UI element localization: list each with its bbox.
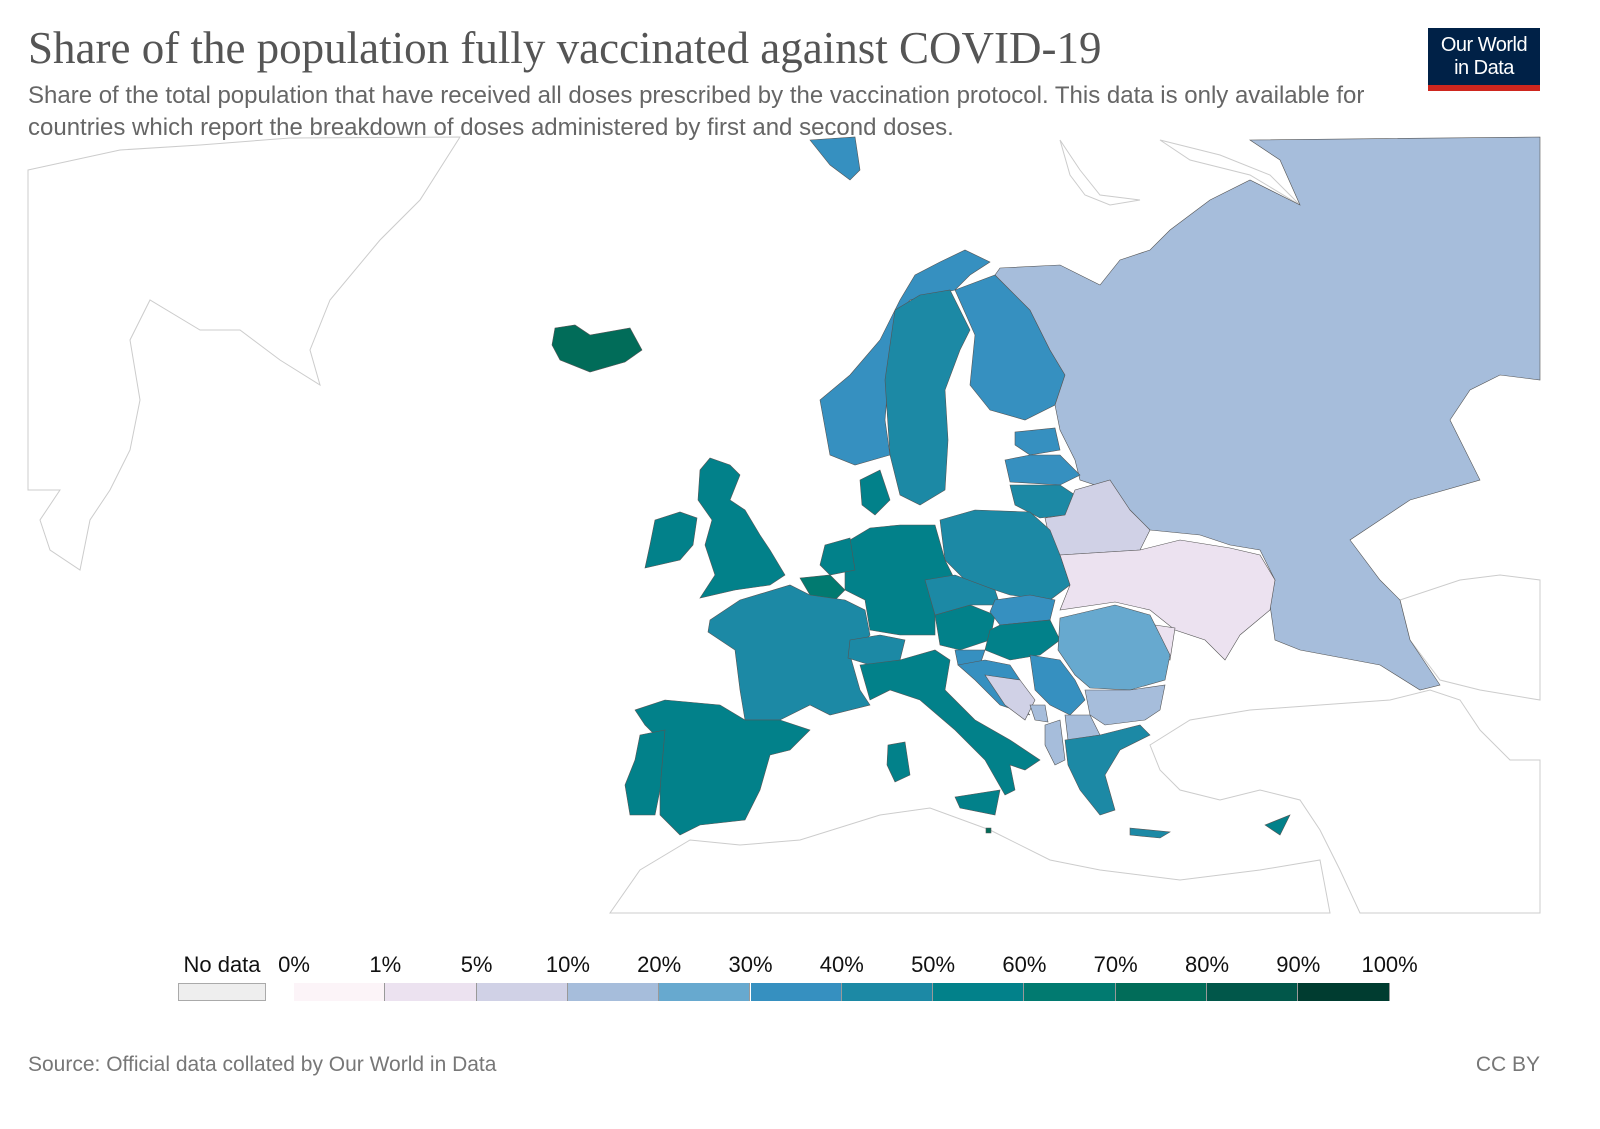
country-cyprus[interactable] — [1264, 814, 1291, 836]
owid-logo[interactable]: Our World in Data — [1428, 28, 1540, 91]
country-poland[interactable] — [939, 509, 1071, 601]
country-denmark[interactable] — [859, 469, 891, 516]
legend-no-data-label: No data — [183, 952, 261, 977]
country-netherlands[interactable] — [819, 537, 856, 576]
legend-tick-label: 100% — [1361, 952, 1418, 977]
country-italy[interactable] — [886, 741, 911, 783]
country-ukraine[interactable] — [1059, 539, 1276, 661]
legend-tick-label: 40% — [819, 952, 864, 977]
country-montenegro[interactable] — [1029, 704, 1049, 723]
legend-tick-label: 90% — [1276, 952, 1321, 977]
legend-swatch[interactable] — [476, 983, 568, 1001]
legend-swatch[interactable] — [750, 983, 842, 1001]
country-serbia[interactable] — [1029, 654, 1086, 716]
legend-tick-label: 0% — [278, 952, 310, 977]
legend-tick-label: 1% — [369, 952, 402, 977]
logo-line-1: Our World — [1440, 34, 1528, 56]
country-hungary[interactable] — [984, 619, 1061, 661]
country-estonia[interactable] — [1014, 427, 1061, 456]
logo-line-2: in Data — [1454, 57, 1514, 79]
country-malta[interactable] — [985, 827, 992, 834]
license-link[interactable]: CC BY — [1475, 1053, 1540, 1076]
country-united-kingdom[interactable] — [697, 457, 786, 599]
legend-swatch[interactable] — [841, 983, 934, 1001]
country-sweden[interactable] — [884, 289, 971, 506]
country-greece[interactable] — [1064, 724, 1151, 816]
color-legend: No data 0% 1% 5% 10% 20% 30% 40% 50% 60% 70% 80% 90… — [0, 940, 1600, 1010]
legend-tick-label: 5% — [460, 952, 493, 977]
country-albania[interactable] — [1044, 719, 1066, 766]
country-bulgaria[interactable] — [1084, 684, 1166, 726]
europe-map — [27, 136, 1541, 914]
chart-title: Share of the population fully vaccinated… — [28, 23, 1102, 73]
legend-tick-label: 80% — [1184, 952, 1230, 977]
background-land — [27, 136, 1541, 914]
legend-swatch[interactable] — [659, 983, 751, 1001]
country-romania[interactable] — [1057, 604, 1171, 691]
country-france[interactable] — [707, 584, 871, 721]
country-iceland[interactable] — [551, 324, 643, 373]
legend-tick-label: 60% — [1002, 952, 1047, 977]
legend-tick-label: 50% — [911, 952, 956, 977]
legend-swatch[interactable] — [385, 983, 477, 1001]
country-belgium[interactable] — [799, 574, 846, 601]
legend-swatch[interactable] — [567, 983, 660, 1001]
country-latvia[interactable] — [1004, 454, 1081, 486]
legend-swatch[interactable] — [1207, 983, 1299, 1001]
legend-swatch[interactable] — [1298, 983, 1390, 1001]
country-russia[interactable] — [994, 136, 1541, 691]
turkey-middle-east-outline — [1149, 574, 1541, 914]
north-africa-outline — [609, 807, 1331, 914]
legend-tick-label: 20% — [637, 952, 682, 977]
country-italy[interactable] — [954, 789, 1001, 816]
country-norway[interactable] — [819, 249, 991, 466]
country-norway[interactable] — [809, 136, 861, 181]
legend-swatch[interactable] — [294, 983, 386, 1001]
legend-no-data-swatch[interactable] — [178, 983, 266, 1001]
legend-tick-label: 70% — [1093, 952, 1138, 977]
source-note: Source: Official data collated by Our Wo… — [28, 1053, 497, 1076]
country-shapes — [551, 136, 1541, 839]
country-bosnia-and-herzegovina[interactable] — [984, 674, 1036, 721]
country-italy[interactable] — [859, 649, 1041, 796]
legend-tick-label: 30% — [728, 952, 773, 977]
legend-swatch[interactable] — [1115, 983, 1207, 1001]
legend-tick-label: 10% — [545, 952, 590, 977]
country-ireland[interactable] — [644, 511, 698, 569]
legend-swatch[interactable] — [1024, 983, 1116, 1001]
greenland-outline — [27, 136, 461, 571]
country-greece[interactable] — [1129, 827, 1171, 839]
chart-subtitle: Share of the total population that have … — [28, 82, 1365, 141]
country-portugal[interactable] — [624, 729, 666, 816]
legend-swatch[interactable] — [933, 983, 1025, 1001]
